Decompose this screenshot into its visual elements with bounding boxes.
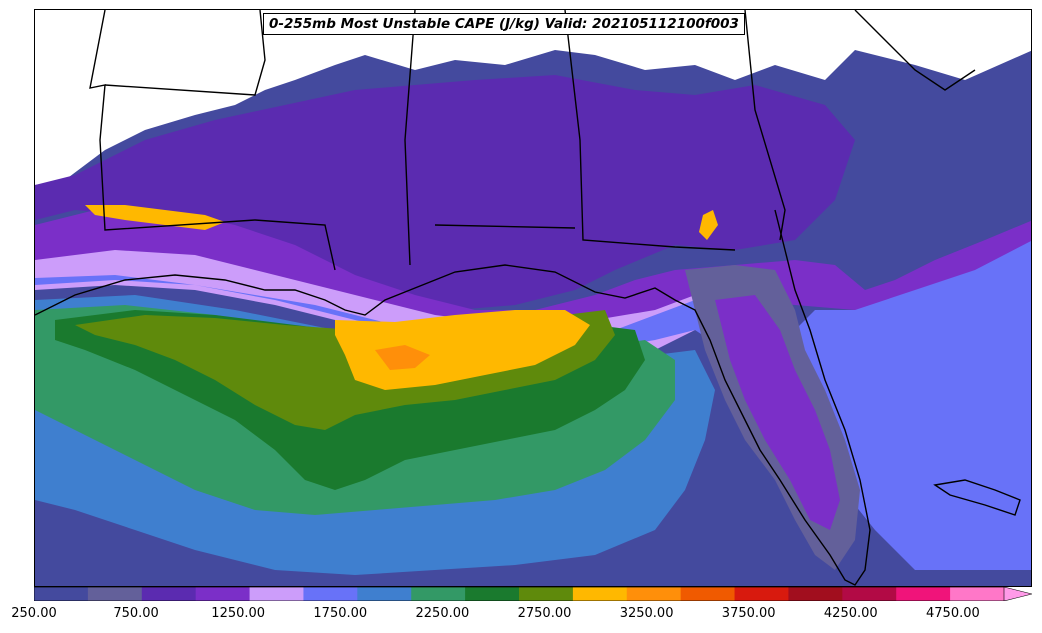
colorbar-bin (357, 587, 412, 601)
colorbar-bin (34, 587, 89, 601)
state-border-3 (404, 10, 416, 266)
state-border-7 (854, 10, 976, 91)
state-border-2 (104, 10, 266, 96)
colorbar-tick-label: 2250.00 (415, 606, 470, 621)
colorbar (34, 587, 1032, 601)
gulf-coastline (35, 209, 871, 586)
cape-band-orange (375, 345, 430, 370)
colorbar-tick-label: 750.00 (113, 606, 159, 621)
colorbar-tick-label: 3750.00 (721, 606, 776, 621)
colorbar-bin (572, 587, 628, 601)
colorbar-bin (896, 587, 951, 601)
state-border-1 (89, 10, 336, 271)
coastlines (35, 10, 1021, 586)
colorbar-tick-label: 3250.00 (619, 606, 674, 621)
colorbar-bin (87, 587, 143, 601)
colorbar-tick-label: 2750.00 (517, 606, 572, 621)
no-cape-area-north (35, 10, 1031, 185)
colorbar-bin (141, 587, 197, 601)
map-title: 0-255mb Most Unstable CAPE (J/kg) Valid:… (263, 13, 745, 35)
state-border-4 (564, 10, 736, 251)
colorbar-tick-label: 4750.00 (926, 606, 980, 621)
colorbar-bin (950, 587, 1005, 601)
colorbar-bin (195, 587, 251, 601)
colorbar-tick-label: 1250.00 (211, 606, 266, 621)
colorbar-bin (842, 587, 897, 601)
state-border-5 (434, 224, 576, 229)
cape-map (35, 10, 1031, 586)
cape-band-gold-east (699, 210, 718, 240)
state-border-6 (744, 10, 786, 241)
colorbar-tick-label: 250.00 (11, 606, 57, 621)
map-panel (34, 9, 1032, 587)
bahamas-outline (933, 479, 1021, 516)
colorbar-bin (465, 587, 520, 601)
colorbar-bin (734, 587, 789, 601)
cape-band-gold (335, 310, 590, 390)
colorbar-bins (34, 587, 1032, 601)
colorbar-bin (303, 587, 358, 601)
colorbar-bin (411, 587, 466, 601)
colorbar-bin (680, 587, 736, 601)
colorbar-bin (788, 587, 843, 601)
cape-band-light-purple (35, 210, 1031, 340)
colorbar-bin (519, 587, 574, 601)
cape-band-purple (35, 75, 855, 310)
colorbar-bin (249, 587, 304, 601)
colorbar-extend-arrow (1003, 587, 1032, 601)
colorbar-bin (626, 587, 682, 601)
colorbar-tick-label: 1750.00 (313, 606, 368, 621)
florida-band-inner (715, 295, 840, 530)
colorbar-tick-label: 4250.00 (823, 606, 878, 621)
